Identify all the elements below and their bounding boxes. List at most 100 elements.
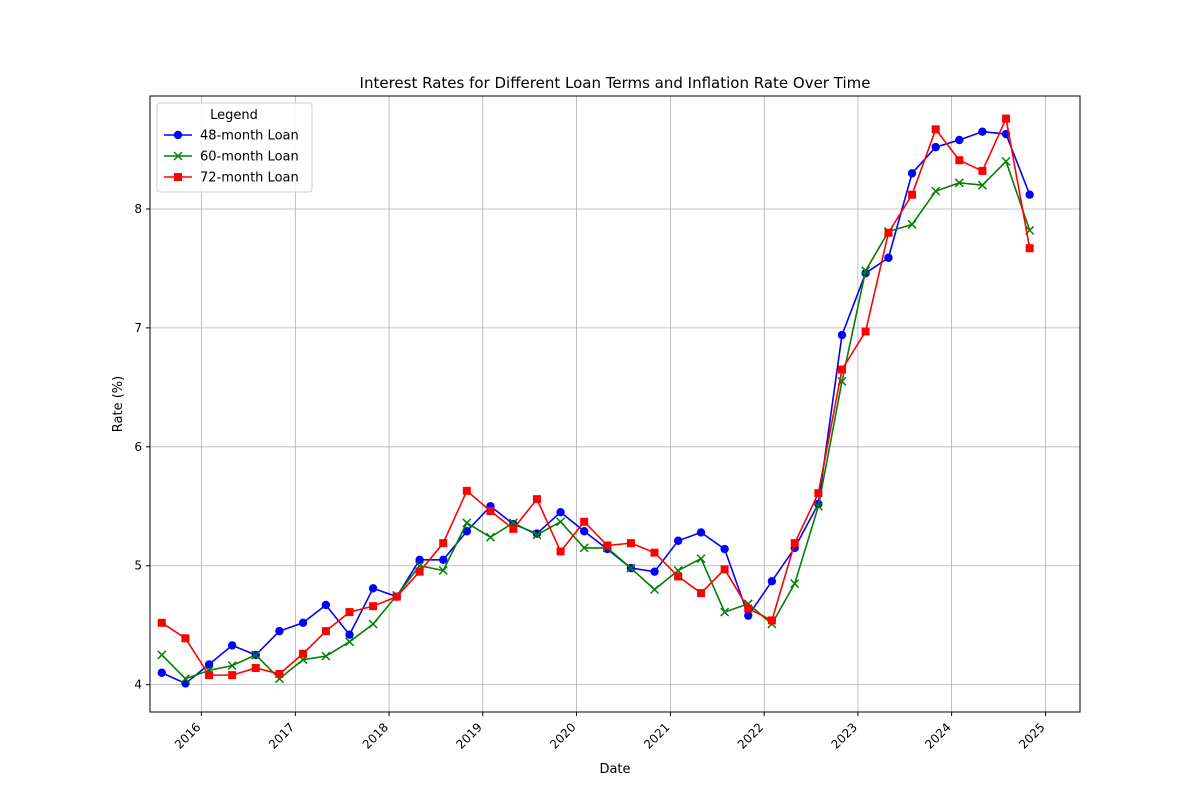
data-point-48-month-loan — [744, 611, 753, 620]
x-tick-label: 2023 — [829, 720, 860, 751]
y-axis-label: Rate (%) — [111, 376, 126, 432]
series-line-72-month-loan — [161, 115, 1031, 676]
data-point-72-month-loan — [205, 671, 214, 680]
data-point-72-month-loan — [251, 664, 260, 672]
data-point-72-month-loan — [603, 541, 612, 550]
data-point-60-month-loan — [650, 584, 660, 595]
data-point-72-month-loan — [228, 671, 237, 680]
data-point-48-month-loan — [439, 555, 448, 564]
data-point-48-month-loan — [321, 600, 331, 610]
data-point-72-month-loan — [674, 572, 683, 581]
data-point-48-month-loan — [720, 544, 729, 554]
data-point-60-month-loan — [579, 543, 589, 553]
data-point-48-month-loan — [1025, 190, 1034, 199]
data-point-60-month-loan — [977, 180, 987, 190]
data-point-72-month-loan — [299, 649, 308, 658]
data-point-60-month-loan — [344, 637, 355, 647]
data-point-60-month-loan — [485, 532, 495, 542]
data-point-72-month-loan — [157, 618, 166, 627]
y-tick-label: 5 — [134, 559, 142, 573]
data-point-72-month-loan — [955, 156, 964, 165]
y-tick-label: 6 — [134, 440, 142, 454]
data-point-48-month-loan — [767, 576, 777, 586]
series-60-month-loan — [157, 156, 1035, 684]
data-point-72-month-loan — [1002, 114, 1011, 123]
data-point-60-month-loan — [626, 563, 636, 573]
data-point-72-month-loan — [978, 166, 987, 175]
data-point-72-month-loan — [275, 669, 284, 678]
data-point-60-month-loan — [720, 607, 730, 617]
data-point-48-month-loan — [345, 630, 354, 639]
legend: Legend 48-month Loan 60-month Loan 72-month… — [156, 102, 313, 193]
data-point-72-month-loan — [790, 539, 799, 548]
data-point-48-month-loan — [556, 508, 565, 517]
data-point-60-month-loan — [556, 517, 566, 527]
data-point-72-month-loan — [744, 604, 753, 613]
data-point-72-month-loan — [321, 627, 330, 636]
series-line-60-month-loan — [161, 159, 1031, 680]
legend-label-72-month-loan: 72-month Loan — [200, 171, 299, 186]
series-line-48-month-loan — [161, 130, 1031, 685]
data-point-72-month-loan — [345, 608, 354, 617]
series-group — [157, 114, 1035, 688]
data-point-72-month-loan — [650, 548, 659, 557]
legend-marker-60-month-loan — [173, 151, 183, 161]
data-point-60-month-loan — [227, 661, 237, 671]
data-point-72-month-loan — [626, 539, 635, 548]
data-point-48-month-loan — [462, 527, 472, 536]
data-point-72-month-loan — [462, 486, 471, 495]
x-tick-label: 2017 — [266, 720, 297, 751]
data-point-72-month-loan — [767, 616, 776, 625]
data-point-60-month-loan — [954, 178, 964, 188]
data-point-60-month-loan — [813, 501, 823, 511]
data-point-72-month-loan — [720, 565, 729, 574]
data-point-60-month-loan — [861, 266, 871, 276]
plot-frame — [149, 95, 1081, 713]
legend-label-48-month-loan: 48-month Loan — [200, 129, 299, 144]
data-point-72-month-loan — [1025, 244, 1034, 253]
x-tick-label: 2021 — [641, 720, 672, 751]
legend-label-60-month-loan: 60-month Loan — [200, 150, 299, 165]
data-point-48-month-loan — [415, 555, 424, 564]
data-point-60-month-loan — [462, 518, 472, 528]
data-point-72-month-loan — [486, 507, 495, 516]
series-72-month-loan — [157, 114, 1034, 680]
data-point-48-month-loan — [696, 528, 706, 537]
data-point-48-month-loan — [650, 567, 659, 576]
data-point-60-month-loan — [907, 219, 917, 229]
legend-marker-72-month-loan — [174, 173, 182, 181]
data-point-60-month-loan — [180, 674, 190, 684]
data-point-48-month-loan — [978, 127, 987, 136]
data-point-72-month-loan — [580, 517, 589, 526]
chart-title: Interest Rates for Different Loan Terms … — [360, 74, 871, 92]
data-point-48-month-loan — [579, 527, 589, 536]
y-tick-label: 8 — [134, 202, 142, 216]
legend-title: Legend — [210, 108, 258, 123]
data-point-48-month-loan — [931, 142, 940, 152]
legend-box — [156, 102, 313, 193]
x-tick-label: 2025 — [1016, 720, 1047, 751]
x-tick-label: 2018 — [360, 720, 391, 751]
data-point-48-month-loan — [955, 135, 964, 145]
y-tick-label: 7 — [134, 321, 142, 335]
data-point-72-month-loan — [556, 547, 565, 556]
data-point-72-month-loan — [814, 489, 823, 498]
data-point-60-month-loan — [1001, 156, 1011, 166]
data-point-60-month-loan — [251, 650, 261, 660]
data-point-60-month-loan — [321, 651, 331, 661]
x-tick-label: 2019 — [453, 720, 484, 751]
data-point-48-month-loan — [227, 641, 237, 650]
data-point-72-month-loan — [861, 327, 870, 336]
y-tick-label: 4 — [134, 678, 142, 692]
data-point-48-month-loan — [368, 584, 378, 593]
data-point-48-month-loan — [204, 660, 214, 669]
data-point-60-month-loan — [532, 530, 542, 540]
data-point-72-month-loan — [181, 634, 190, 643]
data-point-60-month-loan — [438, 565, 448, 576]
data-point-48-month-loan — [907, 169, 917, 178]
data-point-72-month-loan — [369, 602, 378, 611]
x-tick-label: 2016 — [172, 720, 203, 751]
data-point-48-month-loan — [275, 626, 284, 636]
data-point-48-month-loan — [837, 330, 847, 340]
